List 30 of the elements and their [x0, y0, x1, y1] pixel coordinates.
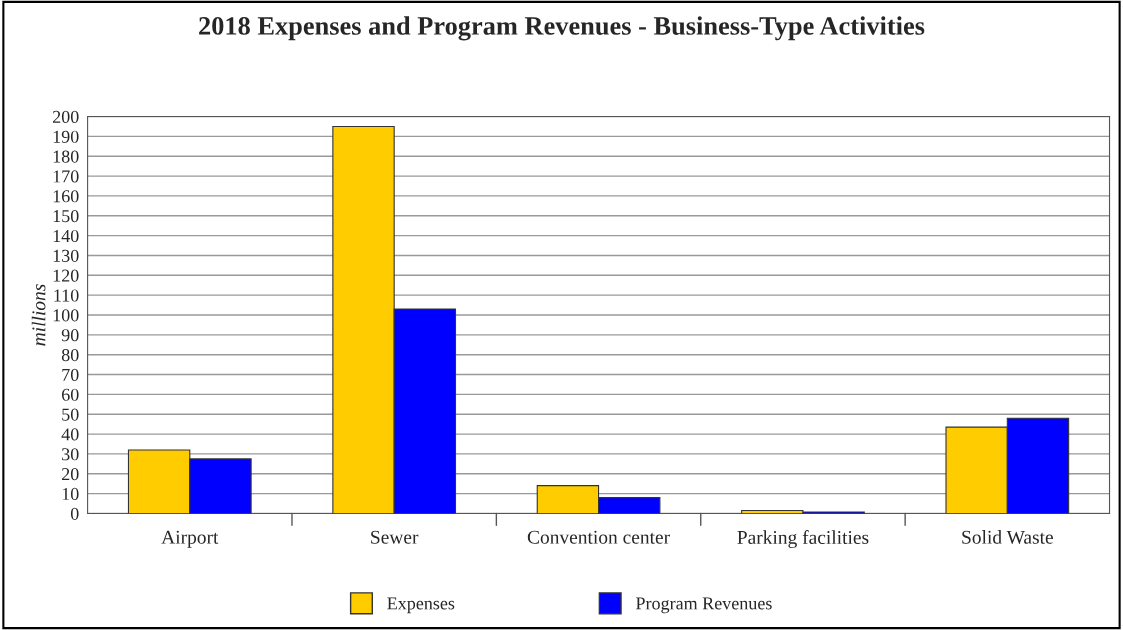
y-axis-title: millions — [31, 284, 46, 346]
y-tick-label: 150 — [53, 210, 79, 223]
y-tick-label: 80 — [61, 348, 79, 362]
y-tick-label: 120 — [53, 269, 79, 282]
x-tick-label: Solid Waste — [962, 530, 1053, 544]
y-tick-label: 190 — [53, 130, 79, 143]
y-tick-label: 20 — [62, 468, 79, 481]
y-tick-label: 170 — [53, 170, 79, 183]
legend-label: Program Revenues — [636, 597, 772, 614]
y-tick-label: 90 — [61, 329, 79, 342]
x-tick-label: Airport — [161, 530, 219, 548]
y-tick-label: 40 — [61, 428, 79, 441]
chart-title: 2018 Expenses and Program Revenues - Business-Type Activities — [199, 16, 925, 41]
y-tick-label: 110 — [54, 289, 79, 302]
y-tick-label: 70 — [62, 368, 79, 381]
y-tick-label: 180 — [53, 150, 79, 163]
legend-label: Expenses — [387, 597, 455, 614]
y-tick-label: 100 — [53, 309, 79, 322]
x-tick-label: Parking facilities — [737, 530, 869, 548]
y-tick-label: 60 — [61, 388, 79, 401]
y-tick-label: 0 — [70, 507, 79, 520]
x-tick-label: Convention center — [527, 530, 670, 544]
y-tick-label: 160 — [53, 190, 79, 203]
x-tick-label: Sewer — [371, 530, 419, 544]
y-tick-label: 30 — [62, 448, 79, 461]
y-tick-label: 50 — [62, 408, 79, 421]
y-tick-label: 130 — [53, 249, 79, 262]
y-tick-label: 140 — [53, 229, 79, 243]
y-tick-label: 200 — [52, 110, 79, 123]
y-tick-label: 10 — [62, 487, 79, 501]
